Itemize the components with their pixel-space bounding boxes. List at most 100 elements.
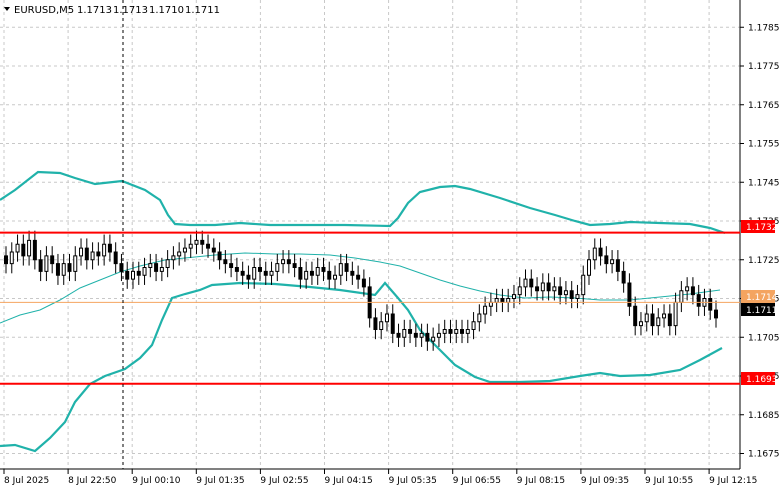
candle-body bbox=[460, 329, 465, 334]
horizontal-levels[interactable] bbox=[0, 231, 740, 385]
current-price-badge-bg bbox=[741, 290, 775, 303]
price-tick-label: 1.1755 bbox=[748, 140, 780, 150]
ohlc-open: 1.1713 bbox=[77, 5, 112, 16]
candle-body bbox=[598, 247, 603, 257]
level-badge-upper-bg bbox=[741, 220, 775, 233]
bid-price-label: 1.1711 bbox=[746, 306, 778, 316]
candle-body bbox=[298, 267, 303, 280]
candle-body bbox=[171, 255, 176, 261]
candle-body bbox=[361, 278, 366, 288]
level-label-lower: 1.1693 bbox=[746, 375, 778, 385]
chart-title[interactable]: EURUSD,M5 1.1713 1.1713 1.1710 1.1711 bbox=[4, 5, 220, 16]
price-axis[interactable]: 1.17851.17751.17651.17551.17451.17351.17… bbox=[740, 23, 780, 460]
price-tick-label: 1.1745 bbox=[748, 178, 780, 188]
candle-body bbox=[73, 255, 78, 272]
price-tick-label: 1.1785 bbox=[748, 23, 780, 33]
bid-price-badge: 1.1711 bbox=[741, 303, 778, 316]
candle-body bbox=[182, 247, 187, 253]
candle-body bbox=[130, 270, 135, 280]
current-price-label: 1.1714 bbox=[746, 293, 778, 303]
candle-body bbox=[206, 243, 211, 249]
candle-body bbox=[500, 298, 505, 303]
candle-body bbox=[708, 298, 713, 311]
candle-body bbox=[569, 290, 574, 299]
candle-body bbox=[177, 251, 182, 257]
candle-body bbox=[315, 267, 320, 276]
time-tick-label: 9 Jul 01:35 bbox=[196, 476, 244, 486]
candle-body bbox=[592, 247, 597, 261]
price-tick-label: 1.1705 bbox=[748, 333, 780, 343]
time-tick-label: 9 Jul 04:15 bbox=[325, 476, 373, 486]
candle-body bbox=[558, 286, 563, 296]
grid-lines bbox=[0, 0, 740, 469]
candle-body bbox=[217, 251, 222, 261]
candle-body bbox=[55, 263, 60, 276]
candle-body bbox=[517, 286, 522, 296]
candle-body bbox=[390, 313, 395, 334]
candle-body bbox=[21, 243, 26, 257]
candle-body bbox=[4, 255, 8, 265]
candle-body bbox=[263, 270, 268, 276]
level-label-upper: 1.1732 bbox=[746, 223, 778, 233]
candle-body bbox=[581, 274, 586, 296]
candle-body bbox=[431, 336, 436, 342]
time-tick-label: 9 Jul 02:55 bbox=[260, 476, 308, 486]
candle-body bbox=[696, 294, 701, 307]
candle-body bbox=[292, 263, 297, 268]
candle-body bbox=[604, 255, 609, 265]
candle-body bbox=[552, 286, 557, 292]
bollinger-lower-band bbox=[0, 281, 723, 453]
candle-body bbox=[96, 251, 101, 257]
candle-body bbox=[465, 329, 470, 334]
triangle-down-icon[interactable] bbox=[4, 7, 10, 11]
candle-body bbox=[338, 263, 343, 276]
candle-body bbox=[211, 247, 216, 253]
price-tick-label: 1.1765 bbox=[748, 101, 780, 111]
candle-body bbox=[61, 263, 66, 276]
candle-body bbox=[84, 247, 89, 261]
candle-body bbox=[575, 294, 580, 299]
candle-body bbox=[165, 259, 170, 268]
candlestick-series bbox=[4, 230, 718, 351]
candle-body bbox=[656, 317, 661, 327]
ohlc-high: 1.1713 bbox=[113, 5, 148, 16]
current-price-badge: 1.1714 bbox=[741, 290, 778, 303]
candle-body bbox=[540, 282, 545, 292]
price-tick-label: 1.1685 bbox=[748, 411, 780, 421]
candle-body bbox=[621, 270, 626, 284]
candle-body bbox=[309, 270, 314, 276]
candle-body bbox=[223, 259, 228, 265]
candle-body bbox=[44, 255, 49, 272]
candle-body bbox=[477, 313, 482, 323]
bollinger-bands bbox=[0, 170, 726, 453]
candle-body bbox=[136, 270, 141, 276]
candle-body bbox=[454, 329, 459, 334]
candle-body bbox=[685, 286, 690, 292]
candle-body bbox=[563, 290, 568, 296]
time-tick-label: 8 Jul 2025 bbox=[4, 476, 49, 486]
candle-body bbox=[667, 313, 672, 327]
candle-body bbox=[408, 329, 413, 334]
candle-body bbox=[252, 267, 257, 280]
candle-body bbox=[350, 270, 355, 276]
candle-body bbox=[523, 278, 528, 288]
candle-body bbox=[125, 270, 130, 280]
candle-body bbox=[448, 329, 453, 334]
candle-body bbox=[488, 301, 493, 307]
ohlc-low: 1.1710 bbox=[149, 5, 184, 16]
candle-body bbox=[673, 301, 678, 327]
candle-body bbox=[402, 329, 407, 338]
candle-body bbox=[67, 263, 72, 272]
candle-body bbox=[679, 290, 684, 303]
candle-body bbox=[494, 298, 499, 303]
candle-body bbox=[321, 267, 326, 272]
time-axis[interactable]: 8 Jul 2025 8 Jul 22:50 9 Jul 00:10 9 Jul 01… bbox=[3, 469, 757, 486]
candle-body bbox=[425, 332, 430, 342]
candle-body bbox=[638, 321, 643, 327]
candle-body bbox=[38, 259, 43, 272]
time-tick-label: 9 Jul 09:35 bbox=[581, 476, 629, 486]
candle-body bbox=[102, 243, 107, 257]
time-tick-label: 9 Jul 10:55 bbox=[645, 476, 693, 486]
